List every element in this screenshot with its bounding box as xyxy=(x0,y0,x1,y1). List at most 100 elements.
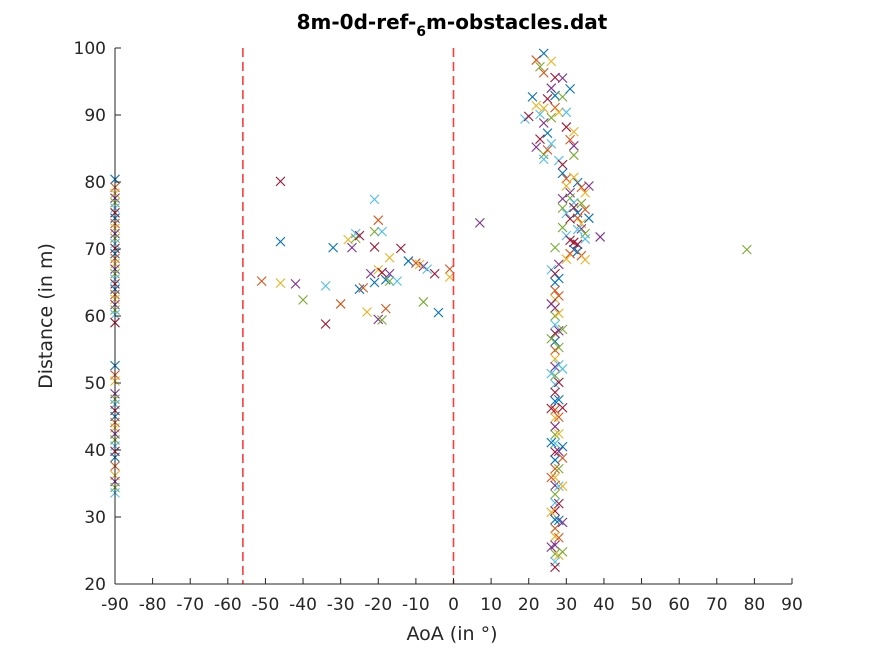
data-point-stroke xyxy=(576,182,587,193)
data-point xyxy=(523,111,534,122)
data-point-stroke xyxy=(553,532,564,543)
data-point-stroke xyxy=(553,463,564,474)
data-point xyxy=(531,55,542,65)
data-point-stroke xyxy=(546,83,557,94)
data-point-stroke xyxy=(557,92,568,102)
data-point-stroke xyxy=(384,276,395,287)
data-point-stroke xyxy=(546,112,557,123)
data-point xyxy=(557,203,568,214)
data-point xyxy=(550,242,560,253)
x-tick-label: 90 xyxy=(781,595,803,615)
data-point xyxy=(546,368,557,379)
data-point xyxy=(538,149,549,160)
data-point xyxy=(546,56,557,67)
data-point-stroke xyxy=(553,481,564,492)
data-point-stroke xyxy=(550,480,560,491)
data-point xyxy=(561,230,572,241)
data-point-stroke xyxy=(550,336,560,347)
x-tick-label: -40 xyxy=(289,595,317,615)
data-point xyxy=(546,507,557,518)
data-point xyxy=(369,194,380,205)
data-point xyxy=(568,150,579,161)
data-point xyxy=(565,248,575,259)
data-point-stroke xyxy=(418,261,429,272)
data-point xyxy=(553,259,564,270)
data-point xyxy=(354,284,365,295)
data-point xyxy=(553,342,564,353)
data-point-stroke xyxy=(384,252,395,263)
data-point-stroke xyxy=(553,377,564,388)
data-point-stroke xyxy=(557,324,568,335)
data-point xyxy=(550,562,560,573)
data-point-stroke xyxy=(343,234,354,245)
data-point xyxy=(429,268,440,279)
data-point-stroke xyxy=(561,208,572,219)
data-point xyxy=(538,48,549,59)
data-point-stroke xyxy=(561,181,572,191)
data-point xyxy=(380,303,391,314)
data-point xyxy=(538,103,549,114)
data-point xyxy=(568,126,579,137)
data-point xyxy=(550,396,560,406)
data-point xyxy=(553,498,564,509)
data-point xyxy=(550,531,560,542)
data-point xyxy=(550,421,560,432)
data-point-stroke xyxy=(561,230,572,241)
data-point-stroke xyxy=(535,61,545,72)
x-tick-label: -70 xyxy=(176,595,204,615)
data-point xyxy=(380,274,391,285)
data-point-stroke xyxy=(550,514,560,525)
data-point-stroke xyxy=(373,215,384,226)
data-point-stroke xyxy=(546,56,557,67)
data-point-stroke xyxy=(354,230,365,241)
y-tick-label: 80 xyxy=(84,173,106,193)
data-point xyxy=(565,213,575,224)
data-point xyxy=(580,187,591,198)
data-point-stroke xyxy=(369,194,380,205)
data-point-stroke xyxy=(275,278,286,289)
data-point xyxy=(358,282,369,293)
x-tick-label: -10 xyxy=(402,595,430,615)
data-point-stroke xyxy=(546,437,557,448)
data-point-stroke xyxy=(550,463,560,474)
data-point xyxy=(557,159,568,170)
data-point-stroke xyxy=(550,506,560,516)
data-point xyxy=(373,215,384,226)
y-tick-label: 40 xyxy=(84,441,106,461)
data-point-stroke xyxy=(568,140,579,151)
data-point-stroke xyxy=(550,548,560,559)
data-point xyxy=(538,118,549,128)
data-point-stroke xyxy=(557,168,568,179)
data-point-stroke xyxy=(568,202,579,213)
data-point-stroke xyxy=(553,394,564,405)
data-point xyxy=(557,92,568,102)
data-point xyxy=(538,67,549,78)
data-point-stroke xyxy=(550,472,560,483)
data-point xyxy=(565,193,575,203)
data-point xyxy=(550,387,560,398)
data-point xyxy=(550,285,560,296)
data-point xyxy=(557,517,568,528)
data-point-stroke xyxy=(580,234,591,244)
data-point-stroke xyxy=(565,235,575,246)
data-point xyxy=(527,92,538,102)
data-point xyxy=(553,412,564,423)
x-tick-label: -30 xyxy=(327,595,355,615)
data-point-stroke xyxy=(298,295,308,305)
data-point-stroke xyxy=(550,387,560,398)
data-point xyxy=(418,297,429,307)
data-point xyxy=(553,463,564,474)
data-point xyxy=(550,319,560,330)
data-point xyxy=(561,122,572,132)
data-point xyxy=(320,319,331,329)
data-point xyxy=(535,134,545,145)
data-point xyxy=(546,299,557,309)
data-point-stroke xyxy=(550,353,560,364)
data-point xyxy=(546,333,557,344)
data-point xyxy=(538,154,549,165)
data-point xyxy=(535,109,545,120)
data-point-stroke xyxy=(380,274,391,285)
data-point-stroke xyxy=(335,299,346,309)
data-point xyxy=(373,314,384,325)
